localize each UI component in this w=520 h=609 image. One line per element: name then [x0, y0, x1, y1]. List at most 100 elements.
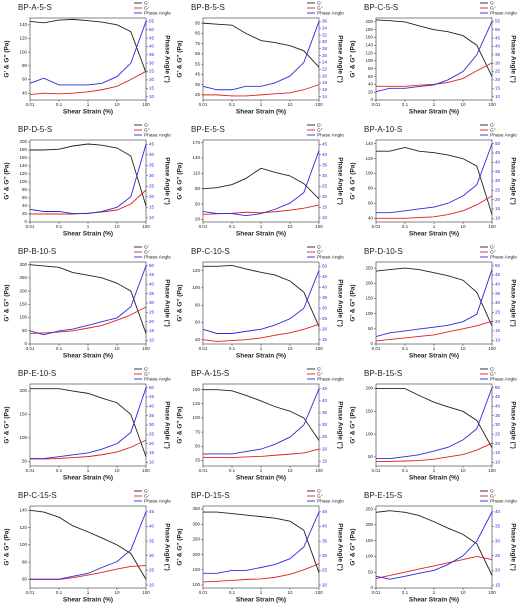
x-tick-label: 100	[488, 468, 496, 473]
y2-tick-label: 40	[149, 44, 155, 49]
series-line	[203, 511, 320, 573]
y-tick-label: 60	[22, 77, 28, 82]
legend-label: Phase Angle	[317, 10, 344, 16]
x-tick-label: 10	[287, 468, 293, 473]
chart-title: BP-C-5-S	[364, 3, 398, 12]
legend-label: Phase Angle	[144, 10, 171, 16]
y-tick-label: 120	[365, 50, 373, 55]
y2-tick-label: 45	[322, 274, 328, 279]
y2-axis-label: Phase Angle (°)	[163, 35, 171, 83]
x-tick-label: 0.1	[229, 346, 236, 351]
x-tick-label: 1	[87, 468, 90, 473]
y-tick-label: 140	[365, 141, 373, 146]
y2-axis-label: Phase Angle (°)	[336, 35, 344, 83]
series-line	[375, 555, 493, 579]
y-tick-label: 350	[192, 506, 200, 511]
chart-title: BP-A-15-S	[191, 369, 229, 378]
x-tick-label: 0.01	[372, 468, 381, 473]
chart-title: BP-A-10-S	[364, 125, 402, 134]
y-tick-label: 100	[365, 554, 373, 559]
chart-title: BP-B-15-S	[364, 369, 402, 378]
x-axis-label: Shear Strain (%)	[236, 353, 286, 360]
y-tick-label: 140	[19, 22, 27, 27]
y2-tick-label: 35	[322, 162, 328, 167]
legend-label: G''	[144, 249, 150, 255]
y2-axis-label: Phase Angle (°)	[509, 523, 517, 571]
legend-label: G''	[144, 5, 150, 11]
y2-tick-label: 30	[495, 178, 501, 183]
y2-tick-label: 50	[322, 263, 328, 268]
y-tick-label: 170	[192, 140, 200, 145]
y2-tick-label: 45	[495, 150, 501, 155]
y2-tick-label: 55	[495, 19, 501, 24]
y-axis-label: G' & G'' (Pa)	[4, 284, 11, 321]
x-tick-label: 1	[260, 224, 263, 229]
x-tick-label: 10	[114, 224, 120, 229]
x-tick-label: 10	[287, 224, 293, 229]
legend-label: G'	[490, 244, 495, 250]
legend-label: G'	[317, 366, 322, 372]
y2-axis-label: Phase Angle (°)	[336, 279, 344, 327]
y-tick-label: 150	[365, 409, 373, 414]
series-line	[375, 320, 493, 342]
series-line	[202, 323, 320, 342]
legend-label: G'	[317, 488, 322, 494]
y2-tick-label: 55	[149, 19, 155, 24]
y-tick-label: 25	[195, 92, 201, 97]
y2-tick-label: 20	[149, 194, 155, 199]
legend-label: G''	[317, 5, 323, 11]
series-line	[376, 195, 493, 219]
y-tick-label: 80	[22, 63, 28, 68]
y-tick-label: 150	[19, 412, 27, 417]
x-tick-label: 0.01	[26, 102, 35, 107]
series-line	[376, 387, 493, 459]
series-line	[202, 204, 320, 215]
y2-tick-label: 50	[495, 141, 501, 146]
y2-tick-label: 50	[149, 385, 155, 390]
y2-tick-label: 15	[149, 328, 155, 333]
y2-tick-label: 30	[495, 422, 501, 427]
y2-axis-label: Phase Angle (°)	[336, 401, 344, 449]
y2-tick-label: 15	[322, 204, 328, 209]
series-line	[29, 18, 147, 73]
y2-tick-label: 40	[149, 524, 155, 529]
y2-tick-label: 10	[149, 94, 155, 99]
x-tick-label: 0.1	[229, 224, 236, 229]
x-tick-label: 1	[433, 590, 436, 595]
y2-tick-label: 15	[495, 582, 501, 587]
y2-tick-label: 22	[322, 66, 328, 71]
x-tick-label: 0.1	[56, 224, 63, 229]
y2-tick-label: 20	[495, 197, 501, 202]
series-line	[30, 189, 147, 215]
chart-title: BP-E-10-S	[18, 369, 56, 378]
legend-label: Phase Angle	[490, 376, 517, 382]
legend-label: G'	[144, 488, 149, 494]
y-tick-label: 140	[192, 155, 200, 160]
y2-tick-label: 45	[322, 141, 328, 146]
series-line	[29, 70, 147, 95]
y2-tick-label: 10	[149, 337, 155, 342]
y2-tick-label: 35	[495, 413, 501, 418]
y-tick-label: 200	[192, 552, 200, 557]
y2-tick-label: 40	[322, 524, 328, 529]
y-tick-label: 100	[19, 179, 27, 184]
x-tick-label: 0.01	[372, 346, 381, 351]
legend-label: G''	[490, 5, 496, 11]
y2-tick-label: 50	[149, 27, 155, 32]
legend-label: G''	[490, 127, 496, 133]
y2-tick-label: 25	[149, 69, 155, 74]
y-axis-label: G' & G'' (Pa)	[350, 40, 357, 77]
x-tick-label: 10	[460, 590, 466, 595]
y-tick-label: 35	[195, 82, 201, 87]
y-tick-label: 100	[365, 171, 373, 176]
plot-frame	[202, 505, 320, 589]
y2-tick-label: 30	[322, 305, 328, 310]
series-line	[29, 306, 147, 334]
plot-frame	[29, 505, 147, 589]
x-tick-label: 10	[114, 346, 120, 351]
y2-axis-label: Phase Angle (°)	[509, 401, 517, 449]
x-axis-label: Shear Strain (%)	[236, 475, 286, 482]
y2-tick-label: 20	[149, 441, 155, 446]
series-line	[203, 264, 320, 327]
y2-tick-label: 15	[495, 85, 501, 90]
